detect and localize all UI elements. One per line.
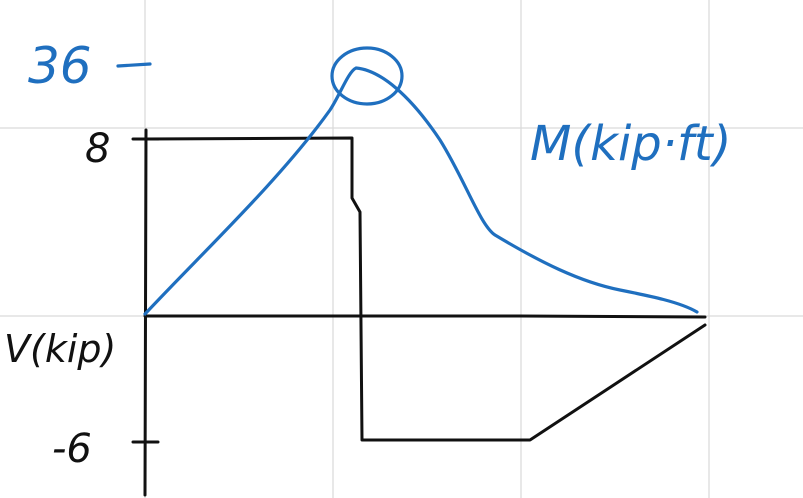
horizontal-axis [143, 314, 707, 319]
shear-bottom-tick-label: -6 [52, 426, 92, 472]
shear-axis-label: V(kip) [4, 327, 116, 371]
max-moment-leader [116, 62, 152, 68]
moment-curve [143, 66, 699, 316]
max-moment-circle [330, 46, 404, 106]
moment-axis-label: M(kip·ft) [530, 116, 731, 172]
max-moment-label: 36 [28, 37, 92, 95]
shear-top-tick-label: 8 [85, 126, 110, 172]
shear-curve [143, 136, 707, 442]
